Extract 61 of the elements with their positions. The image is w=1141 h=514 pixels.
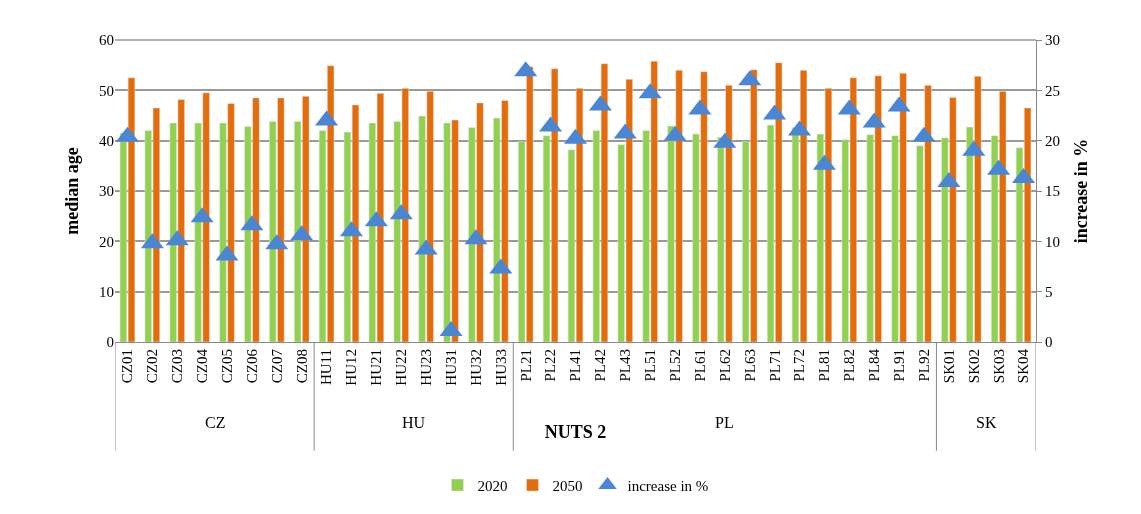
- x-tick-label: PL71: [766, 349, 783, 382]
- y-tick-label: 10: [99, 283, 114, 300]
- y-axis-title: median age: [62, 147, 83, 235]
- x-tick-label: HU23: [418, 349, 435, 386]
- x-tick-label: PL52: [666, 349, 683, 382]
- x-axis-title: NUTS 2: [544, 421, 607, 442]
- legend-label: 2020: [477, 477, 508, 494]
- x-tick-label: HU33: [492, 349, 509, 386]
- text: CZ: [205, 414, 226, 431]
- x-tick-label: HU21: [368, 349, 385, 386]
- y2-tick-label: 5: [1045, 283, 1053, 300]
- x-tick-label: SK01: [940, 349, 957, 384]
- x-tick-label: PL61: [691, 349, 708, 382]
- x-tick-label: SK04: [1015, 348, 1032, 384]
- legend-label: 2050: [552, 477, 583, 494]
- x-tick-label: SK02: [965, 349, 982, 384]
- x-tick-label: PL42: [592, 349, 609, 382]
- x-tick-label: PL72: [791, 349, 808, 382]
- x-tick-label: CZ04: [193, 348, 210, 384]
- x-tick-label: PL51: [642, 349, 659, 382]
- x-tick-label: PL22: [542, 349, 559, 382]
- text: HU: [402, 414, 426, 431]
- y2-tick-label: 15: [1045, 183, 1060, 200]
- x-tick-label: CZ08: [293, 349, 310, 384]
- y2-tick-label: 30: [1045, 32, 1060, 49]
- x-tick-label: PL81: [816, 349, 833, 382]
- x-tick-label: HU32: [467, 349, 484, 386]
- x-tick-label: HU22: [393, 349, 410, 386]
- x-tick-label: HU31: [442, 349, 459, 386]
- x-tick-label: PL62: [716, 349, 733, 382]
- legend-label: increase in %: [627, 477, 709, 494]
- x-tick-label: PL92: [915, 349, 932, 382]
- x-tick-label: CZ05: [218, 349, 235, 384]
- y2-tick-label: 10: [1045, 233, 1060, 250]
- text: SK: [976, 414, 997, 431]
- y-tick-label: 40: [99, 132, 114, 149]
- x-tick-label: PL63: [741, 349, 758, 382]
- y-tick-label: 60: [99, 32, 114, 49]
- y2-tick-label: 20: [1045, 132, 1060, 149]
- x-tick-label: CZ06: [243, 348, 260, 384]
- y2-axis-title: increase in %: [1071, 138, 1092, 244]
- x-tick-label: HU12: [343, 349, 360, 386]
- y-tick-label: 30: [99, 183, 114, 200]
- x-tick-label: CZ07: [268, 348, 285, 384]
- x-tick-label: HU11: [318, 349, 335, 386]
- x-tick-label: SK03: [990, 349, 1007, 384]
- x-tick-label: CZ01: [119, 349, 136, 384]
- y-tick-label: 20: [99, 233, 114, 250]
- y2-tick-label: 25: [1045, 82, 1060, 99]
- x-tick-label: CZ03: [169, 349, 186, 384]
- x-tick-label: PL84: [866, 348, 883, 382]
- x-tick-label: PL21: [517, 349, 534, 382]
- y-tick-label: 0: [106, 334, 114, 351]
- x-tick-label: PL43: [617, 349, 634, 382]
- y2-tick-label: 0: [1045, 334, 1053, 351]
- x-tick-label: PL82: [841, 349, 858, 382]
- x-tick-label: PL41: [567, 349, 584, 382]
- x-tick-label: PL91: [890, 349, 907, 382]
- x-tick-label: CZ02: [144, 349, 161, 384]
- y-tick-label: 50: [99, 82, 114, 99]
- text: PL: [715, 414, 734, 431]
